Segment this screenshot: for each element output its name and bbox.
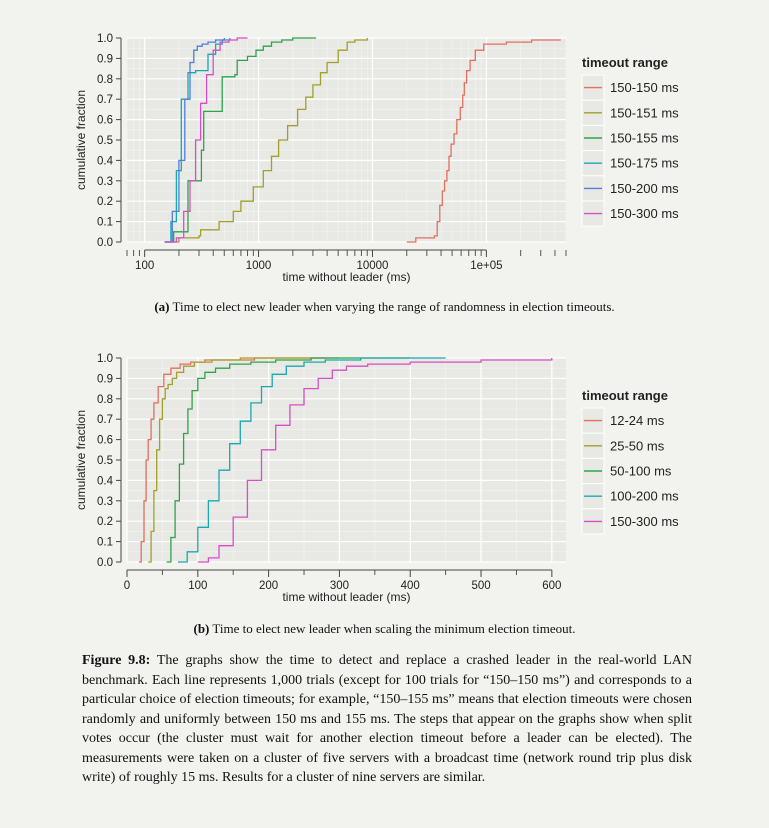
- caption-b-label: (b): [193, 621, 210, 636]
- y-tick-label: 0.5: [97, 455, 113, 467]
- series-line: [164, 38, 225, 243]
- y-tick-label: 0.2: [97, 516, 113, 528]
- caption-a-label: (a): [154, 299, 170, 314]
- x-tick-label: 200: [259, 580, 278, 592]
- figure-caption: Figure 9.8: The graphs show the time to …: [82, 651, 692, 788]
- series-line: [197, 358, 553, 563]
- legend-label: 25-50 ms: [610, 438, 665, 453]
- y-tick-label: 0.0: [97, 237, 113, 249]
- legend-label: 150-175 ms: [610, 156, 679, 171]
- series-line: [178, 357, 446, 563]
- y-tick-label: 0.1: [97, 217, 113, 229]
- y-tick-label: 0.8: [97, 394, 113, 406]
- x-tick-label: 300: [330, 580, 349, 592]
- x-tick-label: 0: [124, 580, 130, 592]
- caption-b-text: Time to elect new leader when scaling th…: [212, 621, 576, 636]
- x-tick-label: 600: [542, 580, 561, 592]
- y-tick-label: 0.3: [97, 496, 113, 508]
- legend-label: 50-100 ms: [610, 464, 672, 479]
- y-tick-label: 0.3: [97, 176, 113, 188]
- y-tick-label: 0.5: [97, 135, 113, 147]
- y-tick-label: 0.9: [97, 53, 113, 65]
- caption-b: (b) Time to elect new leader when scalin…: [0, 621, 769, 637]
- figure-caption-label: Figure 9.8:: [82, 653, 151, 668]
- legend-label: 100-200 ms: [610, 489, 679, 504]
- x-tick-label: 10000: [356, 260, 388, 272]
- y-tick-label: 1.0: [97, 353, 113, 365]
- series-line: [164, 38, 231, 243]
- legend-label: 150-300 ms: [610, 514, 679, 529]
- y-tick-label: 0.6: [97, 435, 113, 447]
- y-tick-label: 0.6: [97, 115, 113, 127]
- y-tick-label: 0.4: [97, 475, 114, 487]
- x-tick-label: 100: [135, 260, 154, 272]
- series-line: [164, 38, 368, 243]
- y-tick-label: 0.7: [97, 414, 113, 426]
- x-tick-label: 500: [471, 580, 490, 592]
- figure-caption-text: The graphs show the time to detect and r…: [82, 653, 692, 785]
- legend-label: 150-300 ms: [610, 206, 679, 221]
- x-tick-label: 100: [188, 580, 207, 592]
- series-line: [148, 357, 340, 563]
- x-tick-label: 1000: [246, 260, 272, 272]
- legend-label: 150-200 ms: [610, 181, 679, 196]
- y-tick-label: 0.7: [97, 94, 113, 106]
- legend-label: 150-155 ms: [610, 131, 679, 146]
- y-tick-label: 0.9: [97, 373, 113, 385]
- legend-label: 150-150 ms: [610, 80, 679, 95]
- legend-title: timeout range: [582, 388, 668, 403]
- x-tick-label: 1e+05: [470, 260, 502, 272]
- caption-a: (a) Time to elect new leader when varyin…: [0, 299, 769, 315]
- y-axis-label: cumulative fraction: [74, 410, 88, 510]
- series-line: [164, 37, 317, 243]
- y-tick-label: 0.4: [97, 155, 114, 167]
- legend-label: 150-151 ms: [610, 105, 679, 120]
- y-tick-label: 0.8: [97, 74, 113, 86]
- y-axis-label: cumulative fraction: [74, 90, 88, 190]
- series-line: [139, 357, 326, 563]
- x-axis-label: time without leader (ms): [282, 590, 410, 604]
- series-line: [406, 39, 561, 243]
- y-tick-label: 0.1: [97, 537, 113, 549]
- caption-a-text: Time to elect new leader when varying th…: [172, 299, 615, 314]
- y-tick-label: 1.0: [97, 33, 113, 45]
- legend-title: timeout range: [582, 55, 668, 70]
- x-tick-label: 400: [401, 580, 420, 592]
- x-axis-label: time without leader (ms): [282, 270, 410, 284]
- chart-a: 0.0 0.1 0.2 0.3 0.4 0.5 0.6 0.7 0.8 0.9 1.0 100 1000…: [74, 33, 679, 284]
- series-line: [166, 357, 411, 563]
- y-tick-label: 0.2: [97, 196, 113, 208]
- y-tick-label: 0.0: [97, 557, 113, 569]
- chart-b: 0.0 0.1 0.2 0.3 0.4 0.5 0.6 0.7 0.8 0.9 1.0 0 100 200…: [74, 353, 679, 604]
- series-line: [164, 37, 248, 243]
- legend-label: 12-24 ms: [610, 413, 665, 428]
